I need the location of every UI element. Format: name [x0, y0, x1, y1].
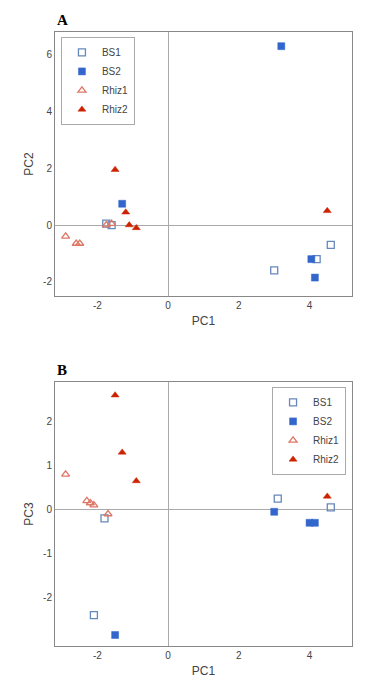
- svg-text:BS2: BS2: [102, 66, 121, 77]
- svg-text:4: 4: [307, 300, 313, 311]
- svg-text:4: 4: [46, 106, 52, 117]
- svg-text:PC3: PC3: [22, 502, 36, 526]
- svg-text:0: 0: [46, 504, 52, 515]
- svg-text:1: 1: [46, 460, 52, 471]
- svg-text:BS2: BS2: [313, 416, 332, 427]
- svg-text:0: 0: [46, 220, 52, 231]
- svg-text:2: 2: [236, 300, 242, 311]
- svg-text:4: 4: [307, 650, 313, 661]
- svg-text:0: 0: [165, 650, 171, 661]
- svg-text:A: A: [57, 12, 68, 28]
- svg-text:-2: -2: [93, 650, 102, 661]
- svg-text:PC1: PC1: [192, 664, 216, 678]
- svg-text:Rhiz1: Rhiz1: [102, 85, 128, 96]
- svg-text:0: 0: [165, 300, 171, 311]
- svg-text:6: 6: [46, 49, 52, 60]
- svg-text:-1: -1: [43, 548, 52, 559]
- svg-text:B: B: [57, 362, 67, 378]
- svg-text:2: 2: [236, 650, 242, 661]
- svg-text:-2: -2: [43, 592, 52, 603]
- svg-text:2: 2: [46, 163, 52, 174]
- svg-text:Rhiz1: Rhiz1: [313, 435, 339, 446]
- svg-text:-2: -2: [93, 300, 102, 311]
- svg-text:Rhiz2: Rhiz2: [313, 454, 339, 465]
- svg-text:2: 2: [46, 416, 52, 427]
- svg-text:BS1: BS1: [102, 47, 121, 58]
- svg-text:-2: -2: [43, 276, 52, 287]
- svg-text:BS1: BS1: [313, 397, 332, 408]
- svg-text:PC2: PC2: [22, 152, 36, 176]
- svg-text:PC1: PC1: [192, 314, 216, 328]
- svg-text:Rhiz2: Rhiz2: [102, 104, 128, 115]
